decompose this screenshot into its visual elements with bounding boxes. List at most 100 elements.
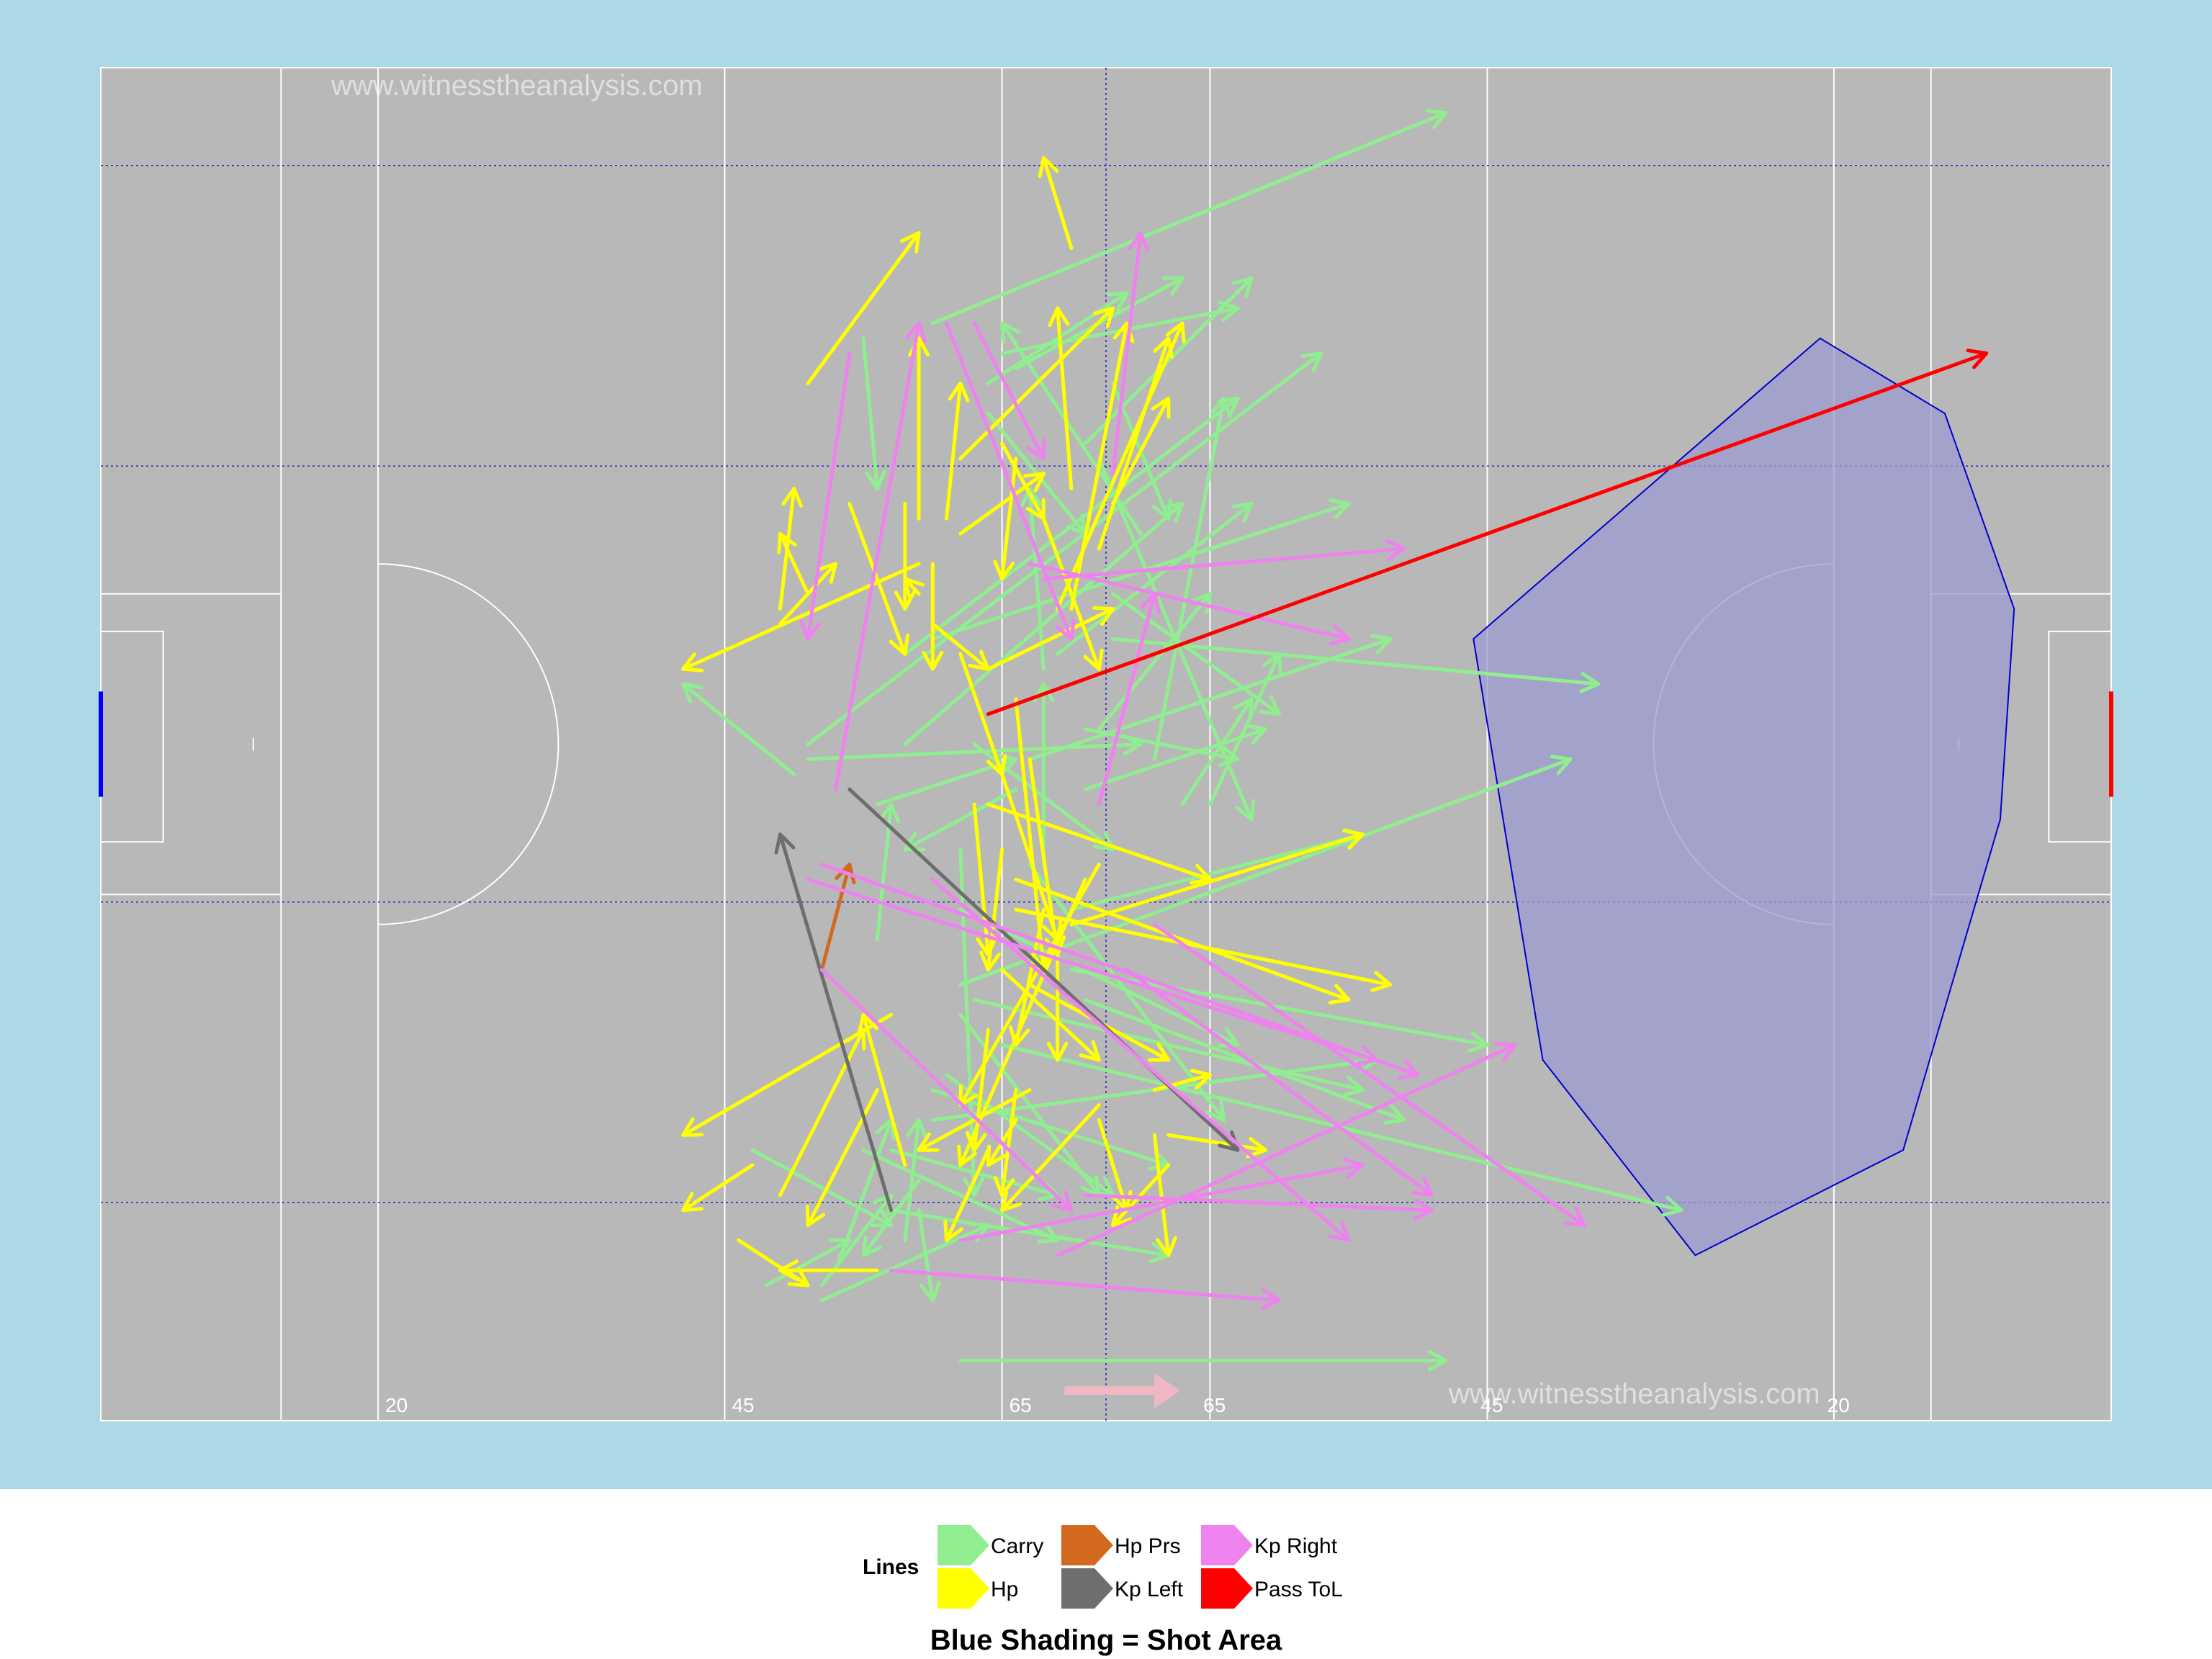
- hp-arrow-shaft: [681, 1163, 755, 1213]
- carry-arrow-head: [1106, 291, 1129, 312]
- carry-arrow-head: [1370, 634, 1393, 655]
- kp-right-arrow: [1041, 539, 1406, 581]
- hp-arrow-head: [957, 1144, 977, 1167]
- hp-arrow-head: [1156, 1236, 1177, 1257]
- carry-arrow-shaft: [903, 787, 1018, 852]
- kp-right-arrow-shaft: [834, 321, 921, 791]
- carry-arrow: [750, 1148, 894, 1228]
- kp-right-arrow: [889, 1268, 1282, 1310]
- hp-arrow-head: [1038, 156, 1059, 179]
- carry-arrow-shaft: [764, 1238, 852, 1287]
- carry-arrow: [1083, 724, 1267, 791]
- hp-arrow-head: [846, 1028, 866, 1051]
- hp-arrow: [1038, 156, 1074, 251]
- hp-arrow-shaft: [1166, 1133, 1267, 1152]
- hp-arrow-head: [787, 1267, 810, 1287]
- hp-arrow: [857, 1012, 907, 1167]
- hp-arrow-head: [1008, 1025, 1030, 1047]
- hp-arrow: [778, 1259, 879, 1282]
- hp-arrow-head: [1093, 306, 1115, 328]
- pass-tol-arrow: [986, 349, 1989, 716]
- kp-left-arrow-head: [774, 832, 796, 855]
- hp-arrow-head: [778, 1259, 799, 1282]
- carry-arrow-shaft: [958, 1012, 1101, 1197]
- hp-arrow: [1041, 516, 1104, 671]
- carry-arrow: [930, 109, 1448, 325]
- carry-arrow: [903, 501, 1184, 746]
- carry-arrow-head: [1000, 321, 1021, 344]
- shot-area: [1473, 337, 2015, 1256]
- hp-arrow-shaft: [986, 848, 1004, 972]
- legend-swatch: [938, 1568, 989, 1609]
- kp-right-arrow-shaft: [1041, 547, 1406, 581]
- kp-right-arrow-head: [1055, 619, 1076, 641]
- hp-arrow-head: [889, 634, 910, 656]
- kp-right-arrow-head: [1494, 1041, 1517, 1062]
- hp-arrow-shaft: [848, 501, 907, 656]
- hp-arrow: [778, 1028, 866, 1197]
- legend-label: Carry: [991, 1534, 1043, 1558]
- pitch-distance-label: 20: [385, 1394, 408, 1416]
- carry-arrow-head: [903, 832, 926, 852]
- hp-arrow-head: [903, 577, 925, 599]
- carry-arrow-head: [1383, 1104, 1406, 1125]
- kp-right-arrow-head: [1328, 624, 1351, 646]
- carry-arrow-head: [963, 1177, 985, 1197]
- kp-right-arrow-shaft: [889, 1268, 1282, 1303]
- kp-right-arrow-head: [1260, 1288, 1282, 1310]
- hp-arrow: [1069, 829, 1364, 927]
- hp-arrow-shaft: [1000, 772, 1060, 942]
- hp-arrow-shaft: [806, 1088, 879, 1228]
- legend-item: Pass ToL: [1201, 1568, 1343, 1609]
- legend-item: Kp Right: [1201, 1525, 1338, 1565]
- carry-arrow: [1180, 697, 1254, 806]
- hp-arrow-head: [1190, 1069, 1212, 1090]
- carry-arrow: [1056, 501, 1254, 656]
- kp-right-arrow: [799, 351, 852, 641]
- pitch-distance-label: 20: [1827, 1394, 1850, 1416]
- kp-right-arrow: [1097, 592, 1161, 806]
- hp-arrow: [958, 472, 1046, 536]
- hp-arrow-shaft: [958, 472, 1046, 536]
- carry-arrow-head: [1579, 671, 1601, 693]
- hp-arrow: [903, 577, 925, 599]
- carry-arrow-shaft: [889, 1208, 1171, 1257]
- kp-right-arrow: [1125, 968, 1434, 1197]
- legend-label: Kp Left: [1115, 1578, 1184, 1601]
- hp-arrow-shaft: [1014, 907, 1046, 1047]
- kp-right-arrow-head: [1328, 1220, 1351, 1242]
- carry-arrow-shaft: [1028, 487, 1046, 671]
- carry-arrow-shaft: [1111, 637, 1601, 686]
- kp-right-arrow-head: [1563, 1206, 1586, 1228]
- hp-arrow-head: [948, 381, 970, 403]
- hp-arrow: [1048, 306, 1074, 491]
- legend-swatch: [1201, 1525, 1253, 1565]
- left-arc: [378, 563, 559, 925]
- carry-arrow: [861, 336, 887, 491]
- hp-arrow: [1014, 907, 1393, 992]
- carry-arrow-head: [681, 682, 703, 703]
- carry-arrow: [806, 734, 1143, 761]
- legend-swatch: [1061, 1525, 1113, 1565]
- hp-arrow-head: [857, 1012, 878, 1035]
- legend-item: Carry: [938, 1525, 1043, 1565]
- kp-right-arrow-shaft: [945, 321, 1074, 641]
- shot-area-layer: [1473, 337, 2015, 1256]
- hp-arrow: [993, 457, 1018, 581]
- carry-arrow-shaft: [903, 501, 1184, 746]
- hp-arrow-head: [1111, 1205, 1133, 1228]
- kp-right-arrow-head: [1140, 592, 1161, 614]
- kp-right-arrow-shaft: [1097, 592, 1156, 806]
- carry-arrow: [681, 682, 796, 776]
- carry-arrow-head: [1467, 1031, 1490, 1053]
- hp-arrow-head: [1079, 1040, 1101, 1062]
- carry-arrow-head: [1217, 396, 1240, 418]
- hp-arrow-head: [1190, 863, 1212, 885]
- hp-arrow-head: [986, 1144, 1007, 1167]
- hp-arrow-shaft: [861, 1012, 907, 1167]
- carry-arrow-head: [1020, 487, 1042, 508]
- kp-right-arrow: [806, 877, 1378, 1066]
- carry-arrow-shaft: [958, 907, 1240, 1047]
- legend-item: Kp Left: [1061, 1568, 1184, 1609]
